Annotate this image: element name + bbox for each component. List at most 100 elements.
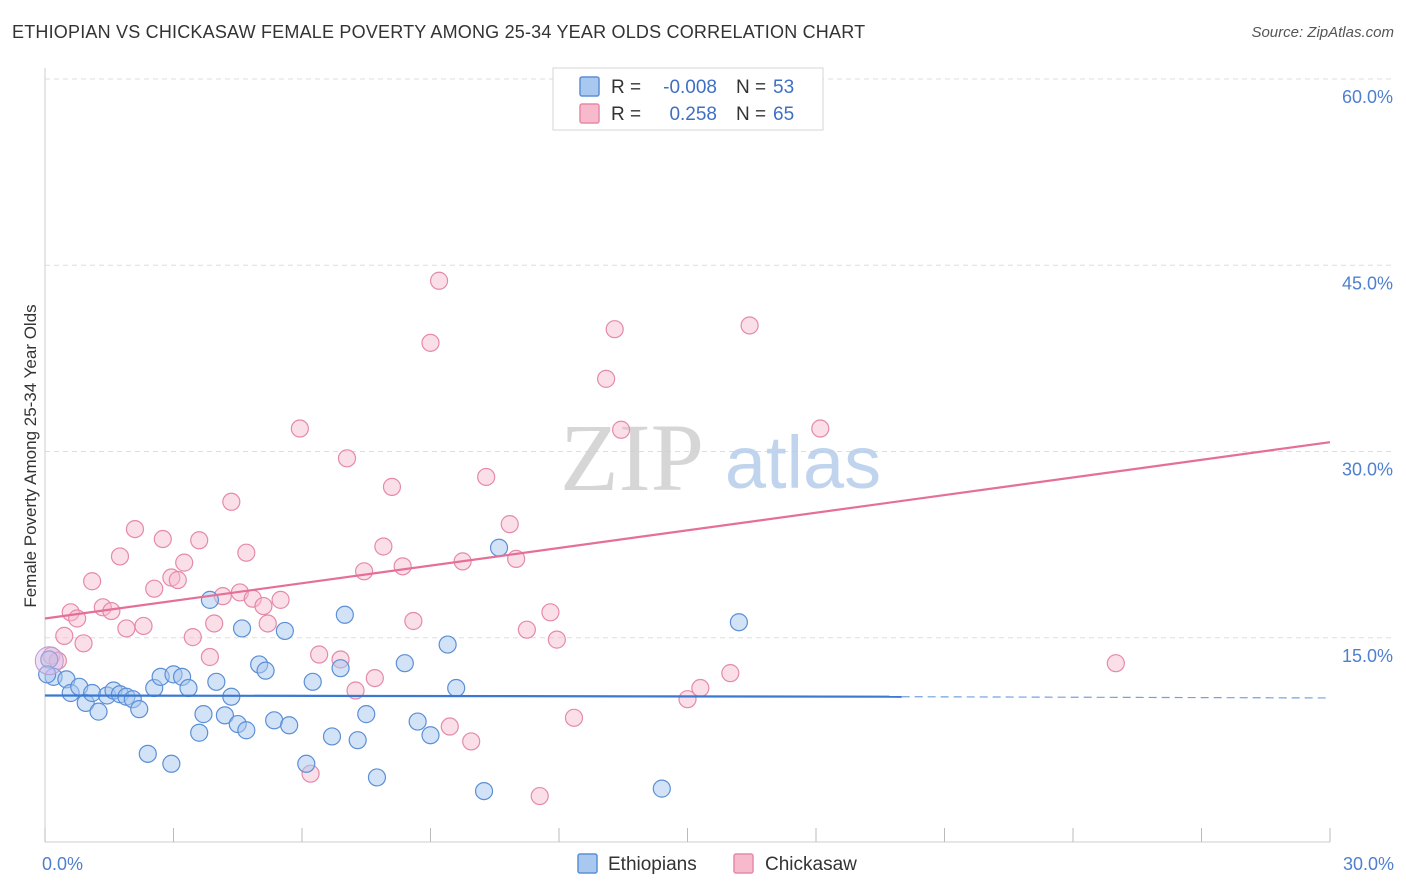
trend-lines (44, 441, 1331, 699)
overlap-point (34, 646, 64, 676)
bottom-legend-label-ethiopians: Ethiopians (608, 854, 697, 875)
chickasaw-point (125, 519, 145, 539)
chickasaw-point (393, 557, 412, 576)
chickasaw-point (74, 634, 93, 653)
chickasaw-point (721, 664, 740, 683)
chickasaw-point (200, 647, 220, 667)
ethiopians-point (322, 727, 342, 746)
ethiopians-point (489, 538, 509, 557)
watermark: ZIP atlas (560, 404, 881, 511)
gridlines (45, 78, 1395, 639)
bottom-legend-swatch-ethiopians (577, 853, 598, 874)
ethiopians-point (215, 706, 234, 725)
legend-n-label-chickasaw: N = (736, 104, 766, 125)
chickasaw-point (374, 537, 393, 556)
ethiopians-points (34, 538, 749, 801)
chickasaw-point (355, 562, 374, 581)
chickasaw-point (153, 529, 172, 549)
chickasaw-point (404, 611, 423, 631)
chickasaw-point (310, 645, 329, 664)
legend-n-label-ethiopians: N = (736, 77, 766, 98)
ethiopians-point (280, 716, 299, 735)
chickasaw-point (691, 678, 710, 698)
chickasaw-point (500, 515, 519, 534)
chickasaw-point (117, 619, 136, 638)
ethiopians-point (162, 754, 181, 773)
y-tick-label: 60.0% (1342, 87, 1393, 107)
chickasaw-trend-line (44, 441, 1331, 620)
ethiopians-point (447, 678, 466, 698)
chickasaw-point (564, 708, 584, 727)
ethiopians-point (367, 768, 387, 787)
chickasaw-point (612, 420, 631, 439)
chickasaw-point (175, 553, 194, 572)
legend-n-value-chickasaw: 65 (773, 104, 794, 125)
legend-n-value-ethiopians: 53 (773, 77, 794, 98)
chickasaw-point (477, 467, 496, 487)
x-tick-label: 30.0% (1343, 854, 1394, 874)
chickasaw-point (190, 531, 209, 550)
ethiopians-point (421, 726, 440, 745)
chickasaw-point (365, 668, 384, 688)
watermark-zip: ZIP (560, 404, 704, 511)
ethiopians-point (357, 705, 376, 724)
chickasaw-point (183, 628, 202, 647)
legend-r-value-chickasaw: 0.258 (669, 104, 717, 125)
ethiopians-point (179, 678, 198, 698)
chickasaw-point (254, 596, 273, 616)
x-tick-label: 0.0% (42, 854, 83, 874)
ethiopians-point (89, 702, 108, 721)
chickasaw-point (605, 320, 624, 339)
chickasaw-point (346, 681, 365, 700)
chickasaw-point (462, 732, 481, 751)
chickasaw-point (429, 271, 449, 290)
chickasaw-point (134, 616, 153, 636)
ethiopians-point (207, 672, 226, 691)
chickasaw-point (530, 786, 549, 806)
chickasaw-point (205, 614, 224, 633)
ethiopians-point (200, 590, 220, 609)
y-tick-label: 45.0% (1342, 273, 1393, 293)
chickasaw-point (110, 547, 130, 566)
ethiopians-point (190, 723, 209, 742)
ethiopians-point (303, 672, 322, 691)
source-credit: Source: ZipAtlas.com (1251, 24, 1394, 41)
chickasaw-point (541, 603, 560, 622)
axes (44, 68, 1331, 843)
ethiopians-point (408, 712, 427, 731)
chickasaw-point (258, 614, 277, 633)
bottom-legend-swatch-chickasaw (733, 853, 754, 874)
legend-swatch-ethiopians (579, 76, 600, 97)
ethiopians-point (275, 621, 294, 641)
ethiopians-point (232, 619, 252, 638)
ethiopians-trend-extension (901, 696, 1331, 699)
chickasaw-point (168, 570, 187, 590)
ethiopians-point (83, 683, 102, 703)
legend-swatch-chickasaw (579, 103, 600, 124)
ethiopians-point (130, 700, 149, 719)
ethiopians-point (474, 781, 494, 801)
chickasaw-point (597, 369, 616, 388)
ethiopians-point (256, 661, 275, 680)
bottom-legend: Ethiopians Chickasaw (577, 853, 857, 875)
ethiopians-point (237, 721, 256, 740)
chickasaw-point (421, 333, 440, 352)
chickasaw-point (55, 626, 74, 645)
chickasaw-point (811, 419, 830, 438)
ethiopians-point (348, 731, 367, 750)
chickasaw-point (740, 316, 759, 335)
chickasaw-point (222, 492, 241, 511)
chickasaw-point (83, 572, 102, 591)
legend-r-label-chickasaw: R = (611, 104, 641, 125)
y-tick-label: 30.0% (1342, 460, 1393, 480)
top-legend: R = -0.008 N = 53 R = 0.258 N = 65 (552, 67, 824, 131)
ethiopians-point (652, 779, 671, 798)
chickasaw-point (1106, 654, 1125, 673)
chickasaw-point (290, 419, 309, 438)
chart-title: ETHIOPIAN VS CHICKASAW FEMALE POVERTY AM… (12, 22, 866, 42)
tick-labels: 15.0% 30.0% 45.0% 60.0% 0.0% 30.0% (42, 87, 1394, 874)
watermark-atlas: atlas (725, 421, 881, 504)
ethiopians-point (138, 744, 157, 763)
legend-r-label-ethiopians: R = (611, 77, 641, 98)
